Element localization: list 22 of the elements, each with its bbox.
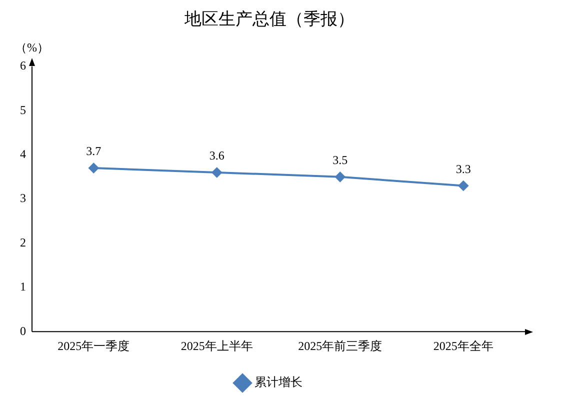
y-tick-label: 6 xyxy=(20,58,26,73)
y-tick-label: 0 xyxy=(20,324,26,338)
data-label: 3.5 xyxy=(332,153,348,168)
y-tick-label: 5 xyxy=(20,102,26,117)
point xyxy=(458,180,468,191)
chart-title: 地区生产总值（季报） xyxy=(184,10,354,29)
data-label: 3.7 xyxy=(86,144,102,158)
legend-label: 累计增长 xyxy=(254,375,302,390)
point xyxy=(88,163,99,174)
y-tick-label: 2 xyxy=(20,235,26,250)
y-tick-label: 3 xyxy=(20,191,26,206)
x-tick-label: 2025年全年 xyxy=(433,338,494,353)
data-label: 3.6 xyxy=(209,148,224,163)
x-tick-label: 2025年上半年 xyxy=(180,338,253,353)
y-tick-label: 1 xyxy=(20,280,26,294)
point xyxy=(335,172,346,182)
y-axis-title: （%） xyxy=(15,40,49,55)
y-tick-label: 4 xyxy=(20,146,26,161)
x-tick-label: 2025年一季度 xyxy=(58,338,130,353)
point xyxy=(212,167,222,178)
data-label: 3.3 xyxy=(456,162,471,176)
x-tick-label: 2025年前三季度 xyxy=(298,338,382,353)
